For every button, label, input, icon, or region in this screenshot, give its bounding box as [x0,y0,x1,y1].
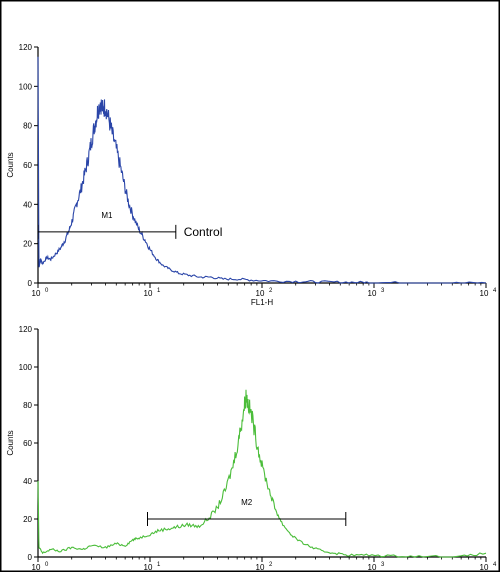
x-tick-label-base: 10 [144,289,153,298]
x-tick-label-base: 10 [256,563,265,572]
x-tick-label-exponent: 2 [269,288,273,294]
x-tick-label-base: 10 [32,289,41,298]
y-tick-label: 100 [19,82,33,91]
x-tick-label-exponent: 4 [493,288,497,294]
x-tick-label-base: 10 [144,563,153,572]
y-tick-label: 60 [23,439,32,448]
y-tick-label: 20 [23,515,32,524]
x-axis-title: FL1-H [251,298,273,307]
y-tick-label: 100 [19,363,33,372]
x-tick-label-base: 10 [368,563,377,572]
x-tick-label-base: 10 [256,289,265,298]
x-tick-label-exponent: 1 [157,562,161,568]
x-tick-label-exponent: 4 [493,562,497,568]
x-tick-label-base: 10 [32,563,41,572]
histogram-trace-0 [37,56,487,284]
y-tick-label: 40 [23,200,32,209]
y-axis-title: Counts [6,152,15,177]
gate-marker-label: M1 [101,211,113,220]
y-tick-label: 20 [23,240,32,249]
x-tick-label-exponent: 3 [381,562,385,568]
y-tick-label: 40 [23,477,32,486]
x-tick-label-exponent: 3 [381,288,385,294]
x-tick-label-exponent: 0 [45,288,49,294]
x-tick-label-exponent: 2 [269,562,273,568]
x-tick-label-base: 10 [480,289,489,298]
control-annotation: Control [184,225,223,239]
y-axis-title: Counts [6,430,15,455]
y-tick-label: 0 [28,553,33,562]
histogram-trace-0 [37,389,487,558]
y-tick-label: 60 [23,161,32,170]
y-tick-label: 120 [19,325,33,334]
x-tick-label-exponent: 0 [45,562,49,568]
y-tick-label: 80 [23,122,32,131]
y-tick-label: 120 [19,43,33,52]
x-tick-label-exponent: 1 [157,288,161,294]
x-tick-label-base: 10 [480,563,489,572]
x-tick-label-base: 10 [368,289,377,298]
y-tick-label: 80 [23,401,32,410]
gate-marker-label: M2 [241,498,253,507]
y-tick-label: 0 [28,279,33,288]
